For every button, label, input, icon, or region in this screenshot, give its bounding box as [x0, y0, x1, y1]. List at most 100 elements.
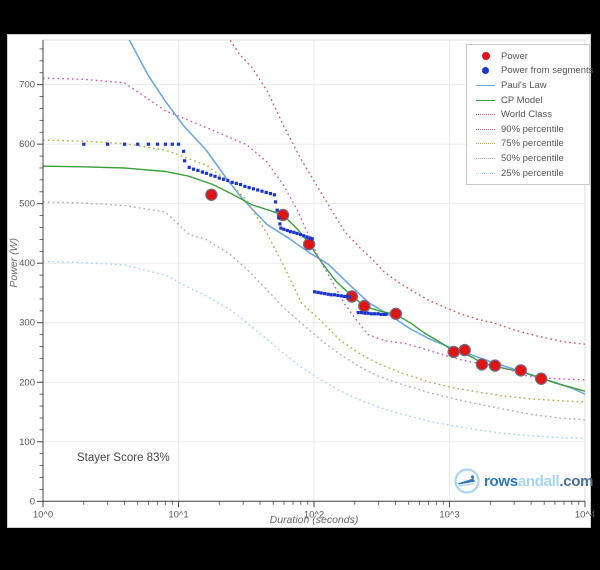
- series-points: [82, 142, 548, 385]
- data-point: [279, 226, 283, 230]
- y-tick-label: 0: [30, 496, 35, 507]
- legend-marker-75-percentile: [476, 143, 495, 145]
- y-tick-label: 600: [19, 139, 35, 150]
- data-point: [376, 312, 380, 316]
- legend-marker-power-from-segments: [476, 67, 495, 75]
- data-point: [358, 299, 371, 313]
- legend-label-90-percentile: 90% percentile: [501, 123, 564, 135]
- legend-label-cp-model: CP Model: [501, 94, 543, 106]
- data-point: [313, 290, 317, 294]
- legend-label-25-percentile: 25% percentile: [501, 167, 564, 179]
- data-point: [356, 311, 360, 315]
- legend-marker-50-percentile: [476, 157, 495, 159]
- legend-item-cp-model: CP Model: [467, 93, 589, 108]
- data-point: [234, 181, 238, 185]
- legend-item-power-from-segments: Power from segments: [467, 64, 593, 79]
- data-point: [247, 186, 251, 190]
- legend-marker-paul-s-law: [476, 84, 495, 86]
- logo-text: rowsandall.com: [484, 473, 593, 490]
- data-point: [123, 142, 127, 146]
- legend-label-50-percentile: 50% percentile: [501, 152, 564, 164]
- data-point: [213, 174, 217, 178]
- stayer-score-annotation: Stayer Score 83%: [77, 452, 170, 464]
- series-world-class-line: [228, 40, 585, 345]
- data-point: [155, 142, 160, 146]
- data-point: [305, 235, 309, 239]
- legend-item-90-percentile: 90% percentile: [467, 122, 589, 137]
- x-tick-label: 10^4: [575, 509, 595, 520]
- y-tick-label: 500: [19, 199, 35, 210]
- legend-label-world-class: World Class: [501, 109, 553, 121]
- series-50-percentile-line: [43, 201, 585, 421]
- legend-marker-90-percentile: [476, 128, 495, 130]
- series-cp-model-line: [43, 165, 585, 392]
- data-point: [230, 180, 234, 184]
- legend-marker-25-percentile: [476, 172, 495, 174]
- x-tick-label: 10^2: [304, 509, 324, 520]
- data-point: [295, 231, 299, 235]
- axes: 0 100 200 300 400 500 600 700 10^0 10^1 10^2 10^3 10…: [19, 40, 595, 520]
- data-point: [82, 142, 86, 146]
- y-tick-label: 400: [19, 258, 35, 269]
- data-point: [187, 165, 191, 169]
- data-point: [275, 208, 279, 212]
- rowsandall-logo[interactable]: rowsandall.com: [453, 467, 593, 495]
- x-tick-label: 10^0: [33, 509, 53, 520]
- data-point: [278, 222, 282, 226]
- series-25-percentile-line: [43, 260, 585, 439]
- data-point: [336, 293, 340, 297]
- data-point: [243, 184, 247, 188]
- y-tick-label: 200: [19, 377, 35, 388]
- rowing-boat-icon: [454, 468, 480, 494]
- data-point: [221, 177, 226, 181]
- data-point: [333, 293, 337, 297]
- data-point: [292, 230, 296, 234]
- data-point: [204, 171, 209, 175]
- data-point: [282, 227, 286, 231]
- data-point: [302, 234, 306, 238]
- data-point: [369, 312, 373, 316]
- data-point: [447, 345, 460, 359]
- data-point: [379, 312, 383, 316]
- data-point: [205, 188, 218, 201]
- legend-item-75-percentile: 75% percentile: [467, 137, 589, 152]
- data-point: [251, 187, 255, 191]
- legend-label-75-percentile: 75% percentile: [501, 138, 564, 150]
- data-point: [348, 295, 352, 299]
- data-point: [339, 294, 343, 298]
- data-point: [182, 149, 186, 153]
- data-point: [384, 312, 388, 316]
- data-point: [268, 192, 272, 196]
- legend: Power Power from segments Paul's Law CP Mod…: [466, 44, 593, 185]
- data-point: [535, 372, 548, 385]
- x-axis-title: Duration (seconds): [269, 514, 359, 526]
- legend-label-power: Power: [501, 50, 528, 62]
- data-point: [475, 358, 489, 371]
- data-point: [488, 359, 502, 372]
- x-tick-label: 10^1: [168, 509, 188, 520]
- data-point: [366, 311, 370, 315]
- data-point: [342, 294, 347, 299]
- legend-item-25-percentile: 25% percentile: [467, 166, 589, 181]
- data-point: [285, 228, 289, 233]
- data-point: [264, 190, 268, 194]
- legend-item-power: Power: [467, 49, 589, 64]
- x-tick-label: 10^3: [439, 509, 459, 520]
- data-point: [308, 236, 312, 240]
- data-point: [298, 233, 303, 237]
- data-point: [319, 291, 323, 295]
- data-point: [209, 173, 213, 177]
- data-point: [260, 189, 264, 193]
- data-point: [277, 216, 281, 220]
- data-point: [323, 292, 327, 296]
- logo-text-com: .com: [559, 472, 594, 490]
- data-point: [514, 364, 528, 377]
- logo-text-andall: andall: [517, 472, 560, 490]
- data-point: [146, 142, 150, 146]
- y-axis-title: Power (W): [8, 238, 20, 288]
- logo-text-rows: rows: [484, 472, 518, 490]
- y-tick-label: 100: [19, 437, 35, 448]
- data-point: [310, 237, 314, 241]
- data-point: [183, 159, 187, 163]
